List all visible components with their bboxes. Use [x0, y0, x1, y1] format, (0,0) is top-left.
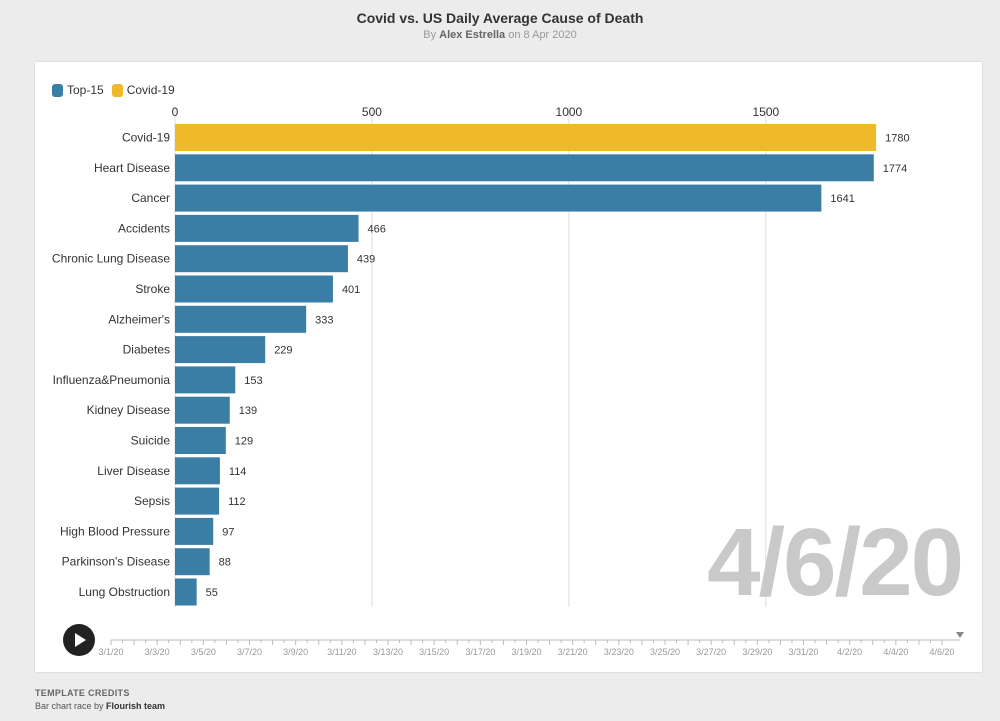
chart-title: Covid vs. US Daily Average Cause of Deat… — [356, 10, 644, 26]
value-label-10: 129 — [235, 436, 253, 448]
category-label-11: Liver Disease — [97, 464, 170, 478]
value-label-9: 139 — [239, 405, 257, 417]
timeline-label-15: 3/31/20 — [788, 647, 818, 657]
category-label-4: Chronic Lung Disease — [52, 252, 170, 266]
legend-swatch-covid — [111, 83, 123, 97]
value-label-3: 466 — [368, 223, 386, 235]
timeline-label-12: 3/25/20 — [650, 647, 680, 657]
timeline-label-13: 3/27/20 — [696, 647, 726, 657]
credits-prefix: Bar chart race by — [35, 701, 107, 711]
bar-3 — [175, 214, 359, 242]
timeline-label-3: 3/7/20 — [237, 647, 262, 657]
value-label-4: 439 — [357, 254, 375, 266]
category-label-10: Suicide — [131, 434, 171, 448]
legend-label-covid: Covid-19 — [126, 83, 175, 97]
timeline-label-9: 3/19/20 — [511, 647, 541, 657]
legend-label-top15: Top-15 — [67, 83, 104, 97]
timeline-label-1: 3/3/20 — [145, 647, 170, 657]
timeline-label-17: 4/4/20 — [883, 647, 908, 657]
x-tick-label-0: 0 — [172, 105, 179, 119]
category-label-0: Covid-19 — [122, 131, 170, 145]
bar-14 — [175, 548, 210, 576]
bar-0 — [175, 124, 877, 151]
timeline-label-10: 3/21/20 — [558, 647, 588, 657]
timeline-label-6: 3/13/20 — [373, 647, 403, 657]
category-label-13: High Blood Pressure — [60, 524, 170, 538]
category-label-2: Cancer — [131, 191, 170, 205]
category-label-15: Lung Obstruction — [79, 585, 170, 599]
timeline-label-16: 4/2/20 — [837, 647, 862, 657]
category-label-5: Stroke — [135, 282, 170, 296]
x-tick-label-1: 500 — [362, 105, 382, 119]
value-label-1: 1774 — [883, 163, 907, 175]
credits-text: Bar chart race by Flourish team — [35, 700, 165, 713]
value-label-12: 112 — [228, 496, 246, 508]
category-label-7: Diabetes — [123, 343, 170, 357]
value-label-7: 229 — [274, 345, 292, 357]
bar-10 — [175, 427, 226, 454]
timeline-label-7: 3/15/20 — [419, 647, 449, 657]
value-label-8: 153 — [244, 375, 262, 387]
category-label-12: Sepsis — [134, 494, 170, 508]
current-date-label: 4/6/20 — [707, 509, 964, 616]
bar-9 — [175, 396, 230, 424]
bar-8 — [175, 366, 236, 394]
timeline-label-5: 3/11/20 — [327, 647, 356, 657]
bar-6 — [175, 305, 307, 333]
legend-swatch-top15 — [52, 83, 63, 97]
x-tick-label-2: 1000 — [556, 105, 583, 119]
value-label-15: 55 — [206, 587, 218, 599]
bar-4 — [175, 245, 348, 273]
timeline-label-11: 3/23/20 — [604, 647, 634, 657]
publish-date: on 8 Apr 2020 — [505, 29, 577, 41]
timeline-label-0: 3/1/20 — [98, 647, 123, 657]
credits-label: TEMPLATE CREDITS — [35, 688, 130, 698]
category-label-3: Accidents — [118, 221, 170, 235]
bar-5 — [175, 275, 333, 303]
bar-13 — [175, 517, 214, 545]
value-label-14: 88 — [219, 557, 231, 569]
timeline-handle[interactable] — [956, 632, 964, 638]
bar-12 — [175, 487, 220, 515]
value-label-0: 1780 — [885, 133, 909, 145]
category-label-6: Alzheimer's — [108, 312, 170, 326]
category-label-1: Heart Disease — [94, 161, 170, 175]
value-label-6: 333 — [315, 314, 333, 326]
legend-item-top15[interactable]: Top-15 — [52, 83, 104, 97]
bar-1 — [175, 154, 874, 182]
bar-2 — [175, 184, 822, 212]
timeline-label-8: 3/17/20 — [465, 647, 495, 657]
legend-item-covid[interactable]: Covid-19 — [111, 83, 175, 97]
chart-subtitle: By Alex Estrella on 8 Apr 2020 — [0, 29, 1000, 41]
value-label-13: 97 — [222, 526, 234, 538]
timeline-label-4: 3/9/20 — [283, 647, 308, 657]
byline-prefix: By — [423, 29, 440, 41]
play-button[interactable] — [63, 624, 95, 656]
bar-11 — [175, 457, 220, 485]
credits-team-link[interactable]: Flourish team — [106, 701, 166, 711]
author-link[interactable]: Alex Estrella — [439, 29, 506, 41]
x-tick-label-3: 1500 — [752, 105, 779, 119]
legend: Top-15 Covid-19 — [52, 83, 183, 97]
timeline-label-14: 3/29/20 — [742, 647, 772, 657]
value-label-5: 401 — [342, 284, 360, 296]
timeline-label-2: 3/5/20 — [191, 647, 216, 657]
bar-15 — [175, 578, 197, 606]
template-credits: TEMPLATE CREDITS Bar chart race by Flour… — [35, 687, 165, 713]
category-label-9: Kidney Disease — [87, 403, 171, 417]
value-label-2: 1641 — [830, 193, 854, 205]
timeline-label-18: 4/6/20 — [929, 647, 954, 657]
bar-7 — [175, 336, 266, 364]
value-label-11: 114 — [229, 466, 247, 478]
category-label-8: Influenza&Pneumonia — [53, 373, 171, 387]
category-label-14: Parkinson's Disease — [62, 555, 171, 569]
